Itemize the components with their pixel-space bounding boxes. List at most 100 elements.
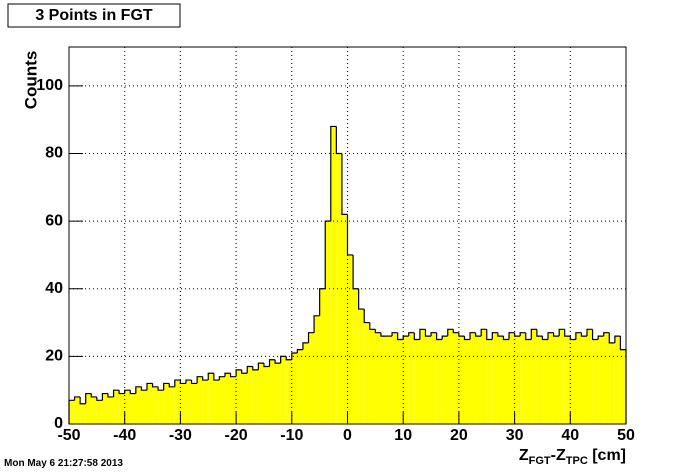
histogram-bar: [124, 390, 131, 424]
histogram-outline: [185, 379, 192, 384]
histogram-bar: [174, 380, 181, 424]
histogram-bar: [146, 383, 153, 424]
histogram-outline: [424, 329, 432, 337]
histogram-outline: [580, 332, 588, 337]
histogram-outline: [241, 369, 248, 374]
histogram-bar: [325, 221, 331, 424]
histogram-outline: [436, 332, 443, 341]
histogram-outline: [591, 329, 599, 341]
x-label-part: -Z: [551, 447, 566, 464]
histogram-bar: [603, 332, 610, 424]
histogram-outline: [369, 322, 376, 330]
histogram-outline: [90, 393, 97, 398]
histogram-outline: [146, 382, 153, 391]
footer-timestamp: Mon May 6 21:27:58 2013: [4, 458, 123, 469]
histogram-bar: [202, 380, 209, 424]
y-tick-label: 20: [45, 348, 63, 365]
histogram-bar: [431, 332, 437, 424]
histogram-bar: [247, 366, 253, 424]
histogram-outline: [224, 372, 231, 377]
histogram-bar: [224, 373, 231, 424]
x-tick-label: 50: [617, 427, 635, 444]
histogram-bar: [269, 359, 276, 424]
histogram-bar: [169, 386, 175, 424]
histogram-outline: [486, 329, 493, 341]
histogram-bar: [575, 332, 582, 424]
histogram-bar: [302, 342, 309, 424]
histogram-outline: [307, 332, 315, 343]
x-tick-label: 10: [394, 427, 412, 444]
histogram-bar: [241, 373, 248, 424]
histogram-outline: [469, 332, 476, 340]
histogram-outline: [118, 390, 125, 395]
histogram-bar: [230, 376, 237, 424]
histogram-bar: [419, 329, 426, 424]
histogram-outline: [408, 332, 415, 337]
x-label-sub: TPC: [566, 455, 588, 467]
histogram-bar: [358, 309, 365, 424]
histogram-bar: [341, 214, 348, 424]
histogram-bar: [442, 336, 448, 424]
histogram-bar: [609, 342, 615, 424]
histogram-bar: [425, 336, 432, 424]
histogram-bar: [470, 332, 476, 424]
histogram-outline: [79, 396, 86, 405]
histogram-bar: [525, 339, 532, 424]
histogram-bar: [587, 329, 593, 424]
x-tick-label: -10: [280, 427, 303, 444]
histogram-outline: [151, 383, 159, 388]
x-tick-label: 40: [561, 427, 579, 444]
histogram-outline: [491, 332, 498, 340]
histogram-bar: [286, 359, 292, 424]
x-tick-label: -20: [225, 427, 248, 444]
histogram-bar: [263, 366, 270, 424]
histogram-outline: [291, 352, 298, 360]
title-box: [7, 3, 181, 28]
y-tick-label: 80: [45, 145, 63, 162]
histogram-bar: [80, 403, 86, 424]
histogram-outline: [564, 329, 571, 337]
histogram-outline: [140, 386, 147, 391]
histogram-outline: [558, 328, 565, 337]
histogram-bar: [191, 383, 198, 424]
histogram-bar: [208, 373, 214, 424]
histogram-bar: [447, 329, 454, 424]
x-tick-label: -40: [113, 427, 136, 444]
histogram-outline: [463, 336, 471, 341]
histogram-bar: [542, 339, 549, 424]
histogram-bar: [74, 396, 81, 424]
histogram-bar: [291, 352, 298, 424]
histogram-bar: [481, 329, 487, 424]
x-tick-label: 20: [450, 427, 468, 444]
histogram-outline: [413, 332, 420, 341]
histogram-bar: [531, 329, 537, 424]
histogram-bar: [91, 396, 97, 424]
histogram-bar: [570, 339, 576, 424]
histogram-outline: [430, 332, 437, 337]
histogram-bar: [386, 336, 393, 424]
histogram-bar: [492, 332, 498, 424]
histogram-outline: [213, 373, 220, 381]
histogram-outline: [319, 288, 326, 316]
histogram-bar: [380, 336, 387, 424]
histogram-outline: [358, 288, 365, 310]
histogram-bar: [369, 329, 376, 424]
histogram-outline: [497, 332, 504, 337]
histogram-bar: [330, 126, 337, 424]
histogram-bar: [135, 386, 142, 424]
histogram-bar: [252, 369, 259, 424]
histogram-outline: [541, 336, 549, 341]
histogram-bar: [107, 396, 114, 424]
histogram-bar: [458, 336, 465, 424]
histogram-bar: [364, 322, 370, 424]
histogram-outline: [402, 335, 409, 340]
histogram-bar: [497, 336, 504, 424]
histogram-bar: [308, 332, 315, 424]
histogram-outline: [363, 309, 370, 324]
histogram-outline: [235, 369, 242, 377]
histogram-outline: [163, 382, 170, 391]
histogram-outline: [313, 315, 320, 333]
x-label-part: [cm]: [588, 447, 626, 464]
histogram-outline: [341, 153, 348, 215]
